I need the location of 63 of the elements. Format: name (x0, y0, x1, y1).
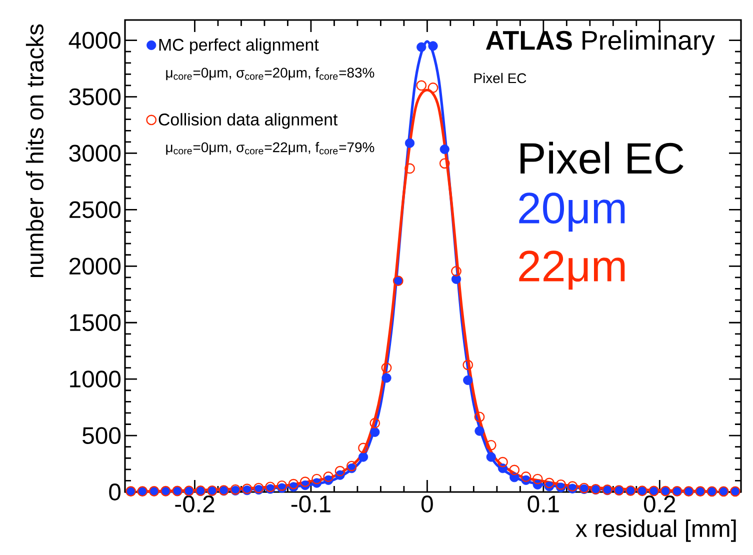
point (382, 373, 392, 383)
point (416, 42, 426, 52)
point (358, 452, 368, 462)
point (276, 480, 288, 491)
point (463, 375, 473, 386)
point (567, 481, 578, 492)
x-tick-label: -0.2 (175, 496, 214, 512)
point (428, 82, 438, 93)
point (556, 479, 566, 490)
annotation: μ$_{core}$=0μm, σ$_{core}$=22μm, f$_{core}$=79% (166, 142, 374, 155)
y-tick-label: 1500 (70, 314, 121, 332)
x-tick-label: -0.1 (291, 496, 330, 512)
point (451, 274, 462, 284)
point (544, 478, 554, 488)
legend-label: MC perfect alignment (159, 38, 319, 54)
point (532, 474, 543, 484)
y-tick-label: 4000 (68, 32, 121, 49)
point (474, 426, 484, 436)
point (462, 360, 474, 370)
legend-label: Collision data alignment (158, 113, 338, 129)
point (265, 482, 276, 492)
y-axis-title: number of hits on tracks (26, 24, 44, 278)
y-tick-label: 2000 (69, 258, 121, 275)
annotation: 22μm (519, 250, 625, 290)
point (288, 478, 299, 490)
point (486, 440, 496, 450)
y-tick-label: 3500 (69, 88, 121, 106)
point (404, 163, 415, 174)
annotation: Pixel EC (520, 142, 684, 174)
point (416, 80, 427, 91)
point (312, 474, 322, 484)
x-tick-label: 0 (421, 496, 433, 512)
point (451, 266, 462, 276)
point (370, 418, 380, 428)
point (486, 452, 496, 462)
point (300, 476, 310, 488)
y-tick-label: 1000 (70, 370, 121, 388)
point (370, 427, 380, 437)
point (334, 466, 346, 476)
y-tick-label: 2500 (69, 201, 121, 218)
point (510, 472, 520, 482)
point (428, 41, 438, 51)
point (520, 472, 532, 482)
y-tick-label: 500 (82, 427, 121, 444)
point (439, 158, 450, 169)
point (323, 472, 334, 482)
annotation: Pixel EC (474, 72, 526, 84)
y-tick-label: 0 (109, 484, 121, 500)
point (381, 362, 392, 373)
x-tick-label: 0.2 (644, 496, 676, 512)
x-axis-title: x residual [mm] (576, 520, 736, 542)
y-tick-label: 3000 (69, 144, 121, 162)
annotation: 20μm (519, 192, 625, 232)
point (440, 144, 450, 154)
point (498, 456, 508, 468)
point (346, 460, 357, 472)
point (358, 442, 368, 454)
x-tick-label: 0.1 (528, 496, 559, 512)
point (404, 138, 415, 148)
point (509, 464, 520, 476)
annotation: ATLAS Preliminary (486, 30, 715, 56)
annotation: μ$_{core}$=0μm, σ$_{core}$=20μm, f$_{core}$=83% (166, 67, 374, 80)
point (474, 412, 485, 422)
